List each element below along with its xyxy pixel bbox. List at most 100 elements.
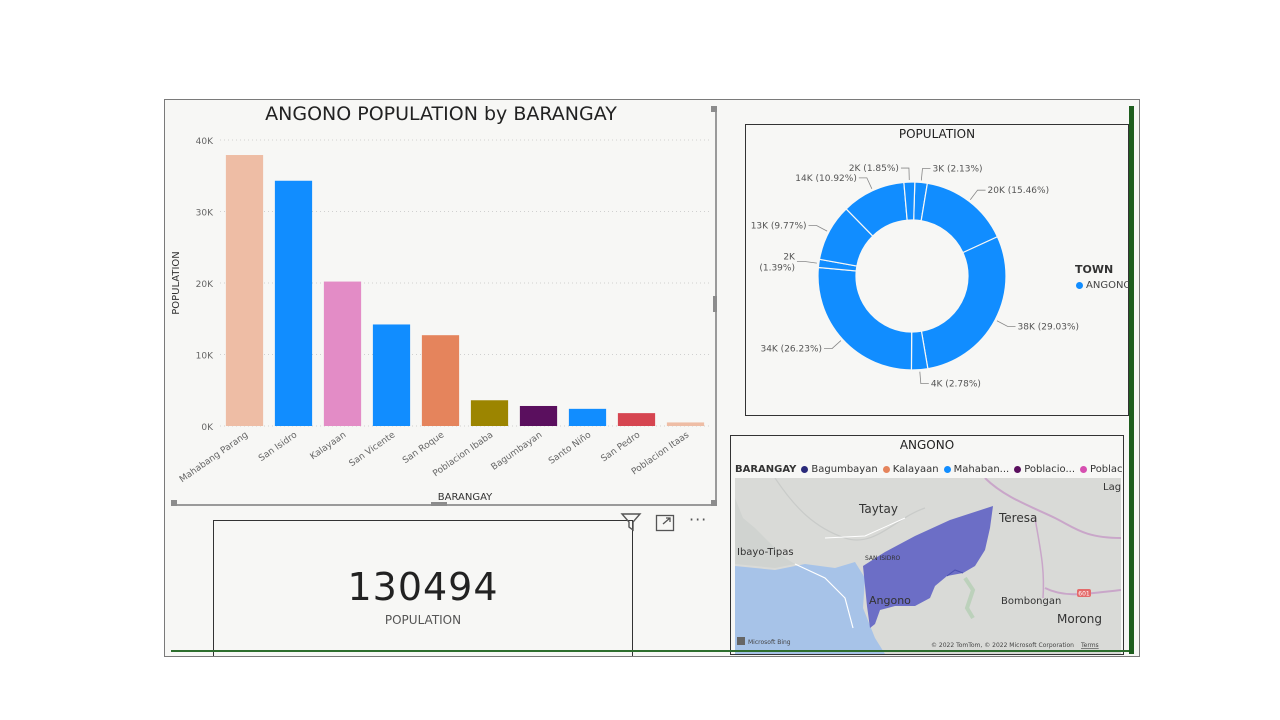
donut-slice[interactable]: [903, 181, 916, 221]
kpi-card[interactable]: 130494 POPULATION: [213, 520, 633, 656]
x-tick-label: Bagumbayan: [490, 430, 545, 472]
bar[interactable]: [323, 281, 362, 426]
legend-dot: [943, 465, 951, 473]
leader-line: [796, 261, 817, 264]
map-legend-label: Mahaban...: [953, 463, 1010, 475]
donut-slice[interactable]: [817, 266, 913, 371]
y-tick-label: 20K: [196, 280, 214, 290]
map-place-lag: Lag: [1103, 482, 1121, 493]
donut-chart-title: POPULATION: [898, 127, 976, 141]
bar[interactable]: [225, 155, 264, 426]
bar-chart-title: ANGONO POPULATION by BARANGAY: [265, 103, 617, 125]
leader-line: [969, 189, 986, 200]
bar[interactable]: [617, 413, 656, 426]
donut-chart-svg: 3K (2.13%) 20K (15.46%) 38K (29.03%) 4K (2.…: [751, 164, 1080, 390]
map-legend-item[interactable]: Poblacio...: [1014, 464, 1075, 475]
bar[interactable]: [470, 400, 509, 426]
data-label: 20K (15.46%): [988, 186, 1050, 196]
map-place-morong: Morong: [1057, 612, 1102, 626]
kpi-label: POPULATION: [384, 613, 462, 627]
map-terms-link[interactable]: Terms: [1080, 642, 1099, 649]
donut-slice[interactable]: [920, 235, 1007, 370]
y-tick-label: 10K: [196, 352, 214, 362]
leader-line: [996, 320, 1016, 327]
data-label: 4K (2.78%): [931, 380, 981, 390]
page-bottom-line: [171, 650, 1129, 652]
legend-dot: [882, 465, 890, 473]
map-legend-title: BARANGAY: [735, 463, 797, 475]
x-tick-label: Kalayaan: [309, 430, 349, 462]
bar-chart-svg: 0K 10K 20K 30K 40K Mahabang Parang San Isidro K…: [171, 137, 710, 503]
data-label: 14K (10.92%): [795, 174, 857, 184]
map-legend-label: Poblacio...: [1090, 463, 1123, 475]
resize-handle-right[interactable]: [713, 296, 717, 312]
legend-dot: [1080, 465, 1088, 473]
map-legend-item[interactable]: Mahaban...: [943, 463, 1010, 475]
donut-chart-visual[interactable]: POPULATION 3K (2.13%) 20K (15.46%) 38K (29…: [745, 124, 1131, 416]
bar[interactable]: [666, 422, 705, 426]
legend-dot: [1076, 282, 1083, 289]
y-tick-label: 30K: [196, 209, 214, 219]
y-tick-label: 0K: [201, 423, 214, 433]
focus-mode-icon[interactable]: [655, 514, 675, 536]
map-place-san-isidro: SAN ISIDRO: [865, 555, 901, 562]
y-tick-label: 40K: [196, 137, 214, 147]
donut-legend-label: ANGONO: [1086, 280, 1132, 291]
resize-handle-top-right[interactable]: [711, 106, 717, 112]
map-legend-item[interactable]: Bagumbayan: [801, 463, 878, 475]
road-shield-label: 601: [1078, 591, 1090, 598]
x-tick-label: San Isidro: [257, 430, 299, 464]
map-bing-logo: Microsoft Bing: [748, 639, 791, 646]
map-legend: BARANGAY Bagumbayan Kalayaan Mahaban... …: [735, 461, 1123, 477]
map-legend-item[interactable]: Kalayaan: [882, 463, 939, 475]
bar[interactable]: [274, 180, 313, 426]
leader-line: [858, 177, 873, 189]
map-legend-label: Kalayaan: [892, 463, 939, 475]
resize-handle-bottom-left[interactable]: [171, 500, 177, 506]
bar[interactable]: [421, 335, 460, 426]
map-attribution: © 2022 TomTom, © 2022 Microsoft Corporat…: [931, 642, 1074, 649]
kpi-value: 130494: [347, 565, 499, 609]
data-label: 3K (2.13%): [932, 165, 982, 175]
map-place-ibayo-tipas: Ibayo-Tipas: [737, 547, 794, 558]
bar-chart-visual[interactable]: ANGONO POPULATION by BARANGAY 0K 10K 20K 30…: [165, 100, 717, 508]
data-label: 38K (29.03%): [1018, 322, 1080, 332]
map-place-teresa: Teresa: [998, 511, 1037, 525]
leader-line: [920, 168, 931, 181]
more-options-icon[interactable]: ···: [689, 510, 708, 529]
page-edge-bar: [1129, 106, 1134, 654]
leader-line: [824, 340, 842, 349]
map-place-taytay: Taytay: [858, 502, 898, 516]
leader-line: [919, 371, 929, 385]
bar[interactable]: [519, 405, 558, 426]
microsoft-logo-icon: [737, 637, 745, 645]
map-place-bombongan: Bombongan: [1001, 596, 1061, 607]
map-legend-label: Poblacio...: [1024, 463, 1076, 475]
road-shield: [1077, 589, 1091, 597]
bar[interactable]: [568, 408, 607, 426]
map-visual[interactable]: ANGONO BARANGAY Bagumbayan Kalayaan Maha…: [730, 435, 1124, 655]
x-tick-label: Mahabang Parang: [178, 430, 250, 485]
map-legend-label: Bagumbayan: [811, 463, 878, 475]
leader-line: [808, 225, 828, 232]
x-tick-label: Santo Niño: [547, 430, 594, 467]
map-place-angono: Angono: [869, 594, 911, 607]
resize-handle-bottom-right[interactable]: [711, 500, 717, 506]
data-label: 13K (9.77%): [751, 221, 807, 231]
x-tick-label: San Vicente: [348, 430, 398, 469]
map-canvas[interactable]: 601 Taytay Teresa Lag Ibayo-Tipas SAN IS…: [735, 478, 1121, 654]
x-axis-label: BARANGAY: [438, 492, 493, 503]
x-tick-label: San Roque: [401, 430, 447, 466]
legend-dot: [1014, 465, 1022, 473]
x-tick-label: San Pedro: [599, 430, 642, 464]
bar[interactable]: [372, 324, 411, 426]
legend-dot: [801, 465, 809, 473]
data-label: 2K (1.39%): [759, 253, 796, 274]
map-legend-item[interactable]: Poblacio...: [1080, 463, 1123, 475]
y-axis-label: POPULATION: [171, 251, 182, 315]
data-label: 2K (1.85%): [849, 164, 899, 174]
report-canvas: ANGONO POPULATION by BARANGAY 0K 10K 20K 30…: [164, 99, 1140, 657]
donut-legend-item[interactable]: ANGONO: [1076, 280, 1131, 291]
filter-icon[interactable]: [620, 512, 642, 536]
resize-handle-bottom[interactable]: [431, 502, 447, 506]
